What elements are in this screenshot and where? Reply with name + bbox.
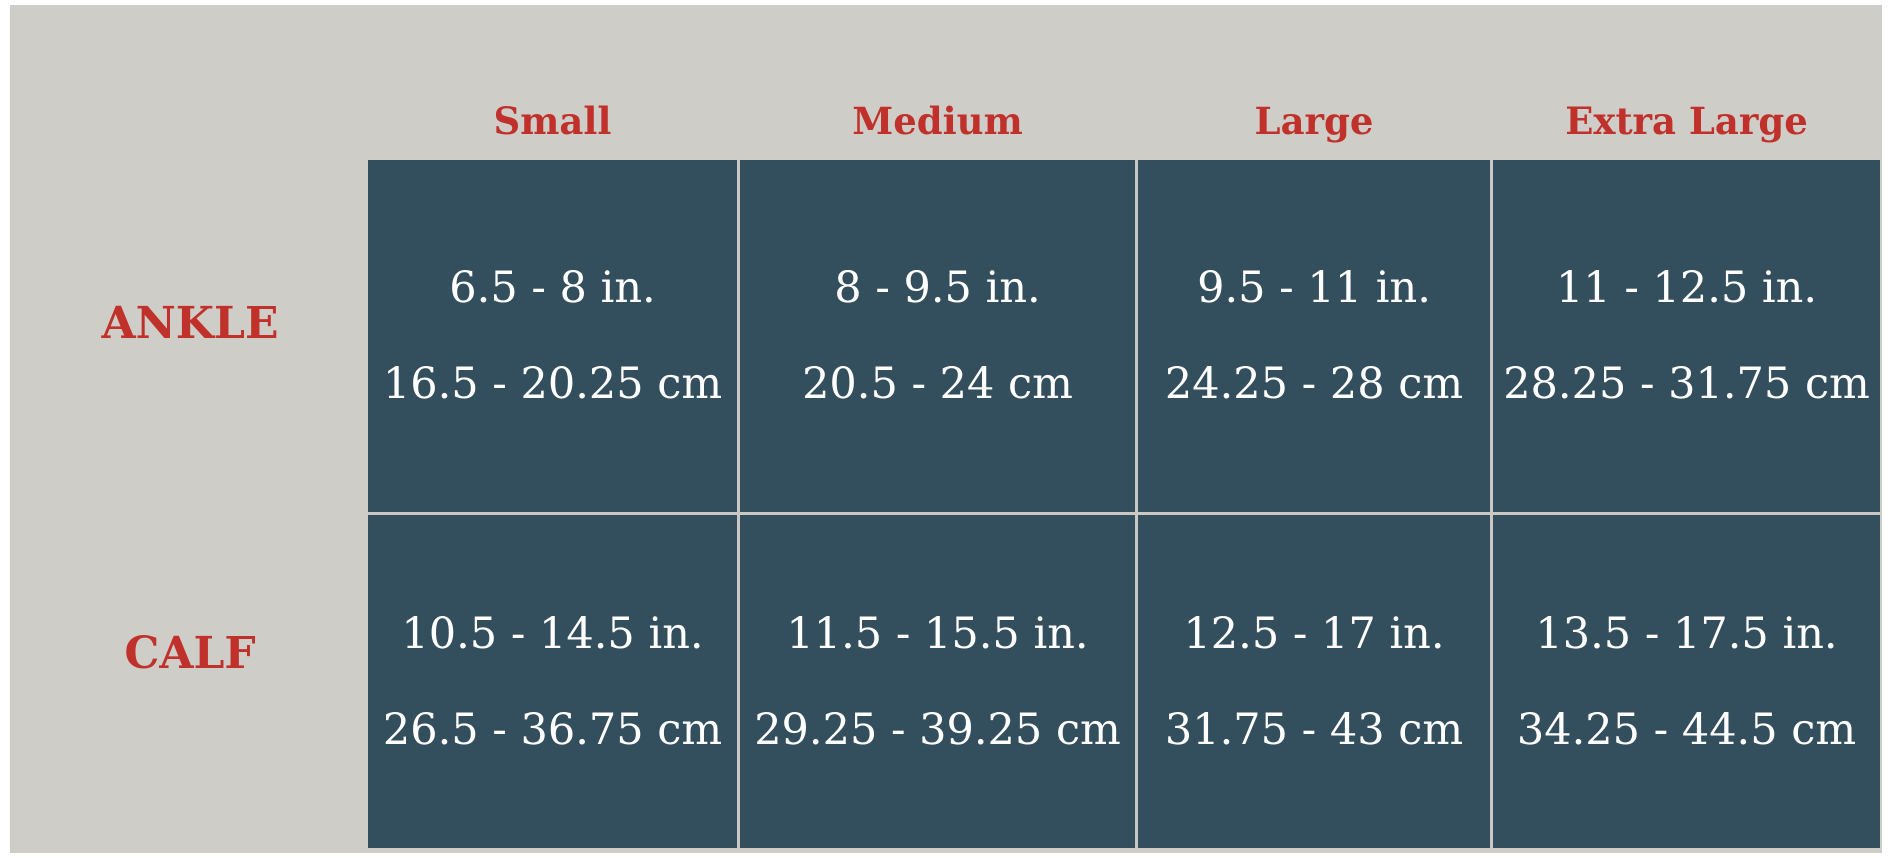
table-cell: 13.5 - 17.5 in. 34.25 - 44.5 cm — [1493, 515, 1880, 848]
cell-inches: 9.5 - 11 in. — [1197, 263, 1431, 313]
cell-inches: 11 - 12.5 in. — [1555, 263, 1818, 313]
cell-cm: 29.25 - 39.25 cm — [754, 704, 1121, 755]
cell-cm: 28.25 - 31.75 cm — [1503, 359, 1870, 409]
column-header-medium: Medium — [852, 99, 1023, 143]
cell-inches: 13.5 - 17.5 in. — [1535, 608, 1838, 659]
table-cell: 12.5 - 17 in. 31.75 - 43 cm — [1138, 515, 1490, 848]
cell-cm: 26.5 - 36.75 cm — [382, 704, 723, 755]
cell-cm: 16.5 - 20.25 cm — [382, 359, 723, 409]
row-label-calf: CALF — [124, 628, 256, 679]
table-cell: 8 - 9.5 in. 20.5 - 24 cm — [740, 160, 1135, 512]
cell-inches: 12.5 - 17 in. — [1183, 608, 1445, 659]
cell-cm: 20.5 - 24 cm — [802, 359, 1073, 409]
table-cell: 10.5 - 14.5 in. 26.5 - 36.75 cm — [368, 515, 737, 848]
row-label-ankle: ANKLE — [101, 298, 279, 349]
cell-inches: 10.5 - 14.5 in. — [401, 608, 704, 659]
cell-inches: 6.5 - 8 in. — [449, 263, 656, 313]
cell-inches: 8 - 9.5 in. — [834, 263, 1041, 313]
table-cell: 9.5 - 11 in. 24.25 - 28 cm — [1138, 160, 1490, 512]
cell-cm: 31.75 - 43 cm — [1164, 704, 1464, 755]
column-header-large: Large — [1254, 99, 1374, 143]
table-cell: 11.5 - 15.5 in. 29.25 - 39.25 cm — [740, 515, 1135, 848]
cell-cm: 34.25 - 44.5 cm — [1516, 704, 1857, 755]
cell-inches: 11.5 - 15.5 in. — [786, 608, 1089, 659]
cell-cm: 24.25 - 28 cm — [1164, 359, 1464, 409]
column-header-extra-large: Extra Large — [1565, 99, 1808, 143]
table-cell: 11 - 12.5 in. 28.25 - 31.75 cm — [1493, 160, 1880, 512]
table-cell: 6.5 - 8 in. 16.5 - 20.25 cm — [368, 160, 737, 512]
column-header-small: Small — [493, 99, 612, 143]
size-table: 6.5 - 8 in. 16.5 - 20.25 cm 8 - 9.5 in. … — [368, 160, 1880, 848]
